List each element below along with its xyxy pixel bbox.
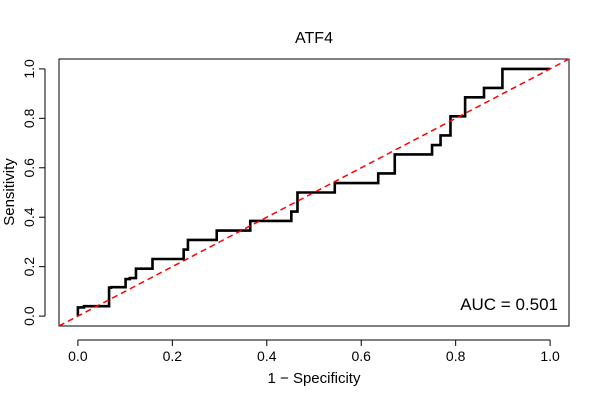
x-tick-label: 0.6 xyxy=(351,348,371,364)
y-tick-label: 0.8 xyxy=(21,108,37,128)
x-axis-title: 1 − Specificity xyxy=(268,370,361,387)
y-tick-label: 0.2 xyxy=(21,257,37,277)
x-tick-label: 0.8 xyxy=(446,348,466,364)
y-tick-label: 0.4 xyxy=(21,207,37,227)
auc-annotation: AUC = 0.501 xyxy=(460,295,558,314)
y-tick-label: 1.0 xyxy=(21,59,37,79)
x-tick-label: 0.4 xyxy=(257,348,277,364)
diagonal-reference-line xyxy=(58,58,570,327)
y-axis: 0.0 0.2 0.4 0.6 0.8 1.0 xyxy=(21,59,46,326)
roc-curve-line xyxy=(76,67,551,317)
chart-title: ATF4 xyxy=(295,30,333,47)
x-tick-label: 0.2 xyxy=(163,348,183,364)
x-axis: 0.0 0.2 0.4 0.6 0.8 1.0 xyxy=(68,339,560,364)
y-tick-label: 0.0 xyxy=(21,306,37,326)
y-tick-label: 0.6 xyxy=(21,158,37,178)
x-tick-label: 0.0 xyxy=(68,348,88,364)
x-tick-label: 1.0 xyxy=(540,348,560,364)
plot-frame xyxy=(58,58,570,327)
plot-area xyxy=(58,58,570,327)
y-axis-title: Sensitivity xyxy=(1,158,18,226)
